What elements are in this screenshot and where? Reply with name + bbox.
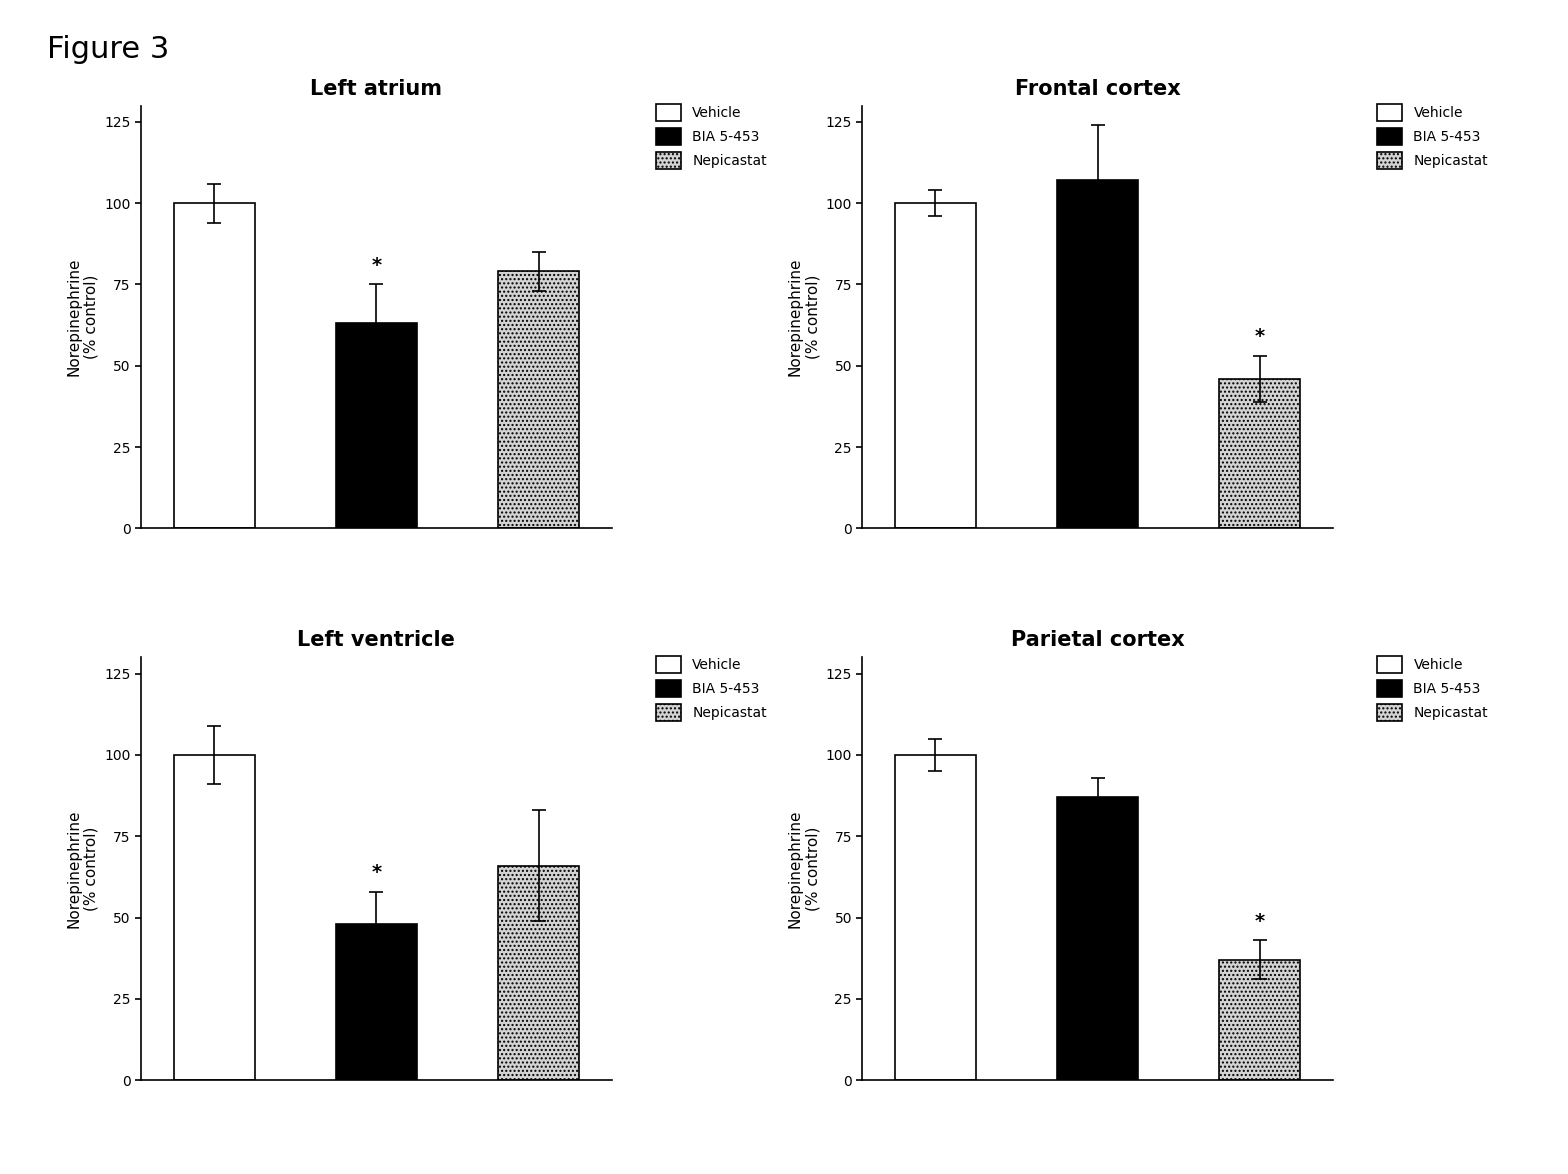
Y-axis label: Norepinephrine
(% control): Norepinephrine (% control) xyxy=(66,810,99,927)
Bar xyxy=(174,203,254,528)
Bar xyxy=(499,271,579,528)
Title: Left atrium: Left atrium xyxy=(310,79,442,99)
Title: Frontal cortex: Frontal cortex xyxy=(1014,79,1181,99)
Text: *: * xyxy=(1254,328,1265,346)
Legend: Vehicle, BIA 5-453, Nepicastat: Vehicle, BIA 5-453, Nepicastat xyxy=(655,656,767,721)
Bar xyxy=(336,924,417,1080)
Bar xyxy=(336,324,417,528)
Bar xyxy=(499,865,579,1080)
Legend: Vehicle, BIA 5-453, Nepicastat: Vehicle, BIA 5-453, Nepicastat xyxy=(1377,104,1488,169)
Bar xyxy=(1220,960,1300,1080)
Y-axis label: Norepinephrine
(% control): Norepinephrine (% control) xyxy=(66,258,99,376)
Bar xyxy=(1220,379,1300,528)
Text: Figure 3: Figure 3 xyxy=(47,35,169,65)
Bar xyxy=(895,755,975,1080)
Y-axis label: Norepinephrine
(% control): Norepinephrine (% control) xyxy=(787,810,820,927)
Bar xyxy=(1057,797,1138,1080)
Legend: Vehicle, BIA 5-453, Nepicastat: Vehicle, BIA 5-453, Nepicastat xyxy=(1377,656,1488,721)
Text: *: * xyxy=(372,256,381,275)
Title: Left ventricle: Left ventricle xyxy=(298,630,455,650)
Bar xyxy=(895,203,975,528)
Y-axis label: Norepinephrine
(% control): Norepinephrine (% control) xyxy=(787,258,820,376)
Text: *: * xyxy=(1254,911,1265,931)
Title: Parietal cortex: Parietal cortex xyxy=(1011,630,1184,650)
Text: *: * xyxy=(372,863,381,882)
Bar xyxy=(174,755,254,1080)
Bar xyxy=(1057,181,1138,528)
Legend: Vehicle, BIA 5-453, Nepicastat: Vehicle, BIA 5-453, Nepicastat xyxy=(655,104,767,169)
